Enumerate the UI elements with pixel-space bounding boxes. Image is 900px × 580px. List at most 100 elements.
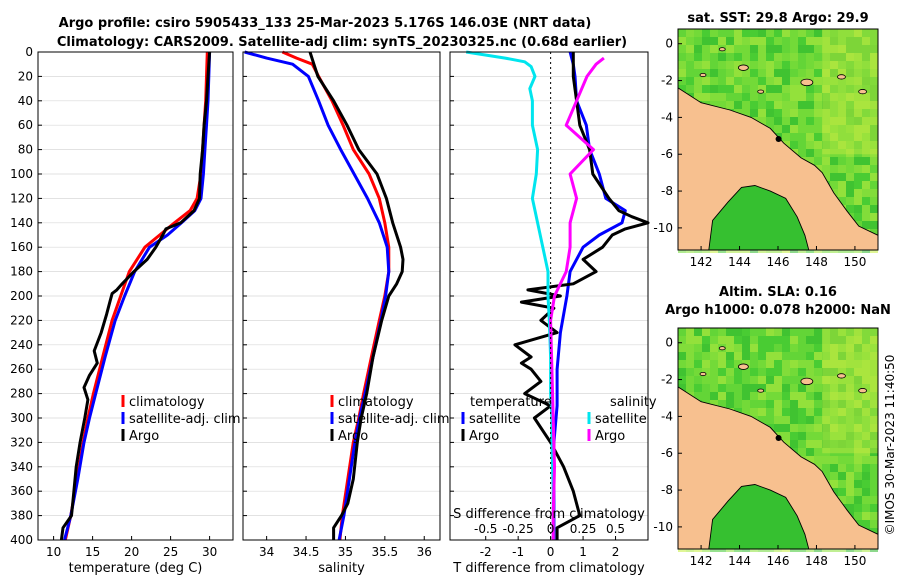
sst-cell — [726, 45, 734, 53]
sst-cell — [702, 392, 710, 400]
sst-cell — [814, 408, 822, 416]
sst-cell — [710, 360, 718, 368]
sst-cell — [870, 328, 878, 336]
sst-cell — [862, 328, 870, 336]
sst-cell — [710, 368, 718, 376]
sst-cell — [790, 101, 798, 109]
sst-cell — [726, 392, 734, 400]
sst-cell — [854, 472, 862, 480]
sst-cell — [782, 53, 790, 61]
sst-cell — [846, 205, 854, 213]
sst-cell — [782, 37, 790, 45]
sst-cell — [734, 352, 742, 360]
sst-cell — [742, 77, 750, 85]
sst-cell — [702, 53, 710, 61]
sst-cell — [870, 392, 878, 400]
sst-cell — [798, 53, 806, 61]
y-tick-label: -6 — [661, 446, 673, 460]
sst-cell — [854, 69, 862, 77]
sst-cell — [862, 352, 870, 360]
x-tick-label: -2 — [480, 545, 492, 559]
sst-cell — [862, 336, 870, 344]
sst-cell — [854, 101, 862, 109]
sst-cell — [838, 173, 846, 181]
sst-cell — [806, 360, 814, 368]
sst-cell — [718, 392, 726, 400]
sst-cell — [814, 101, 822, 109]
x-tick-label: 34 — [259, 545, 274, 559]
sst-cell — [822, 117, 830, 125]
sst-cell — [870, 165, 878, 173]
sst-cell — [846, 464, 854, 472]
sst-cell — [862, 93, 870, 101]
sst-cell — [774, 109, 782, 117]
sst-cell — [758, 328, 766, 336]
sst-cell — [806, 424, 814, 432]
y-tick-label: 380 — [10, 509, 33, 523]
sst-cell — [758, 37, 766, 45]
sst-cell — [710, 336, 718, 344]
sst-cell — [790, 133, 798, 141]
sst-cell — [806, 408, 814, 416]
y-tick-label: 320 — [10, 435, 33, 449]
island — [737, 64, 749, 71]
sst-cell — [710, 101, 718, 109]
sst-cell — [846, 149, 854, 157]
sst-cell — [798, 352, 806, 360]
sst-cell — [822, 328, 830, 336]
y-tick-label: 0 — [665, 336, 673, 350]
series-argo-line — [59, 51, 212, 541]
sst-cell — [782, 352, 790, 360]
sst-cell — [782, 416, 790, 424]
sst-cell — [694, 352, 702, 360]
sst-cell — [726, 53, 734, 61]
sst-cell — [814, 109, 822, 117]
sst-cell — [718, 368, 726, 376]
sst-cell — [862, 440, 870, 448]
sst-cell — [814, 85, 822, 93]
sst-cell — [710, 344, 718, 352]
top-tick-label: -0.25 — [503, 522, 534, 536]
sst-cell — [710, 53, 718, 61]
sst-cell — [830, 344, 838, 352]
sst-cell — [718, 336, 726, 344]
sst-cell — [806, 149, 814, 157]
sst-cell — [854, 53, 862, 61]
sst-cell — [838, 61, 846, 69]
sst-cell — [814, 400, 822, 408]
x-tick-label: 142 — [690, 554, 713, 568]
sst-cell — [846, 45, 854, 53]
y-tick-label: -4 — [661, 110, 673, 124]
sst-cell — [774, 408, 782, 416]
sst-cell — [782, 45, 790, 53]
legend-temperature-title: temperature — [470, 395, 552, 410]
sst-cell — [758, 416, 766, 424]
sst-cell — [702, 376, 710, 384]
sst-cell — [854, 125, 862, 133]
legend-climatology-label: climatology — [338, 395, 414, 410]
sst-cell — [686, 376, 694, 384]
sst-cell — [870, 117, 878, 125]
y-tick-label: 0 — [25, 45, 33, 59]
sst-cell — [838, 344, 846, 352]
sst-cell — [822, 424, 830, 432]
sst-cell — [774, 392, 782, 400]
sst-cell — [790, 37, 798, 45]
sst-cell — [870, 125, 878, 133]
timestamp-footer: ©IMOS 30-Mar-2023 11:40:50 — [883, 355, 897, 536]
island — [757, 89, 765, 94]
sst-cell — [710, 400, 718, 408]
sst-cell — [758, 336, 766, 344]
island — [718, 346, 726, 351]
sst-cell — [790, 77, 798, 85]
sst-cell — [870, 213, 878, 221]
sst-cell — [846, 376, 854, 384]
sst-cell — [822, 408, 830, 416]
sst-cell — [846, 189, 854, 197]
sst-cell — [838, 352, 846, 360]
sst-cell — [718, 77, 726, 85]
sst-cell — [846, 456, 854, 464]
top-axis-label: S difference from climatology — [453, 507, 645, 522]
sst-cell — [710, 93, 718, 101]
sst-cell — [854, 512, 862, 520]
